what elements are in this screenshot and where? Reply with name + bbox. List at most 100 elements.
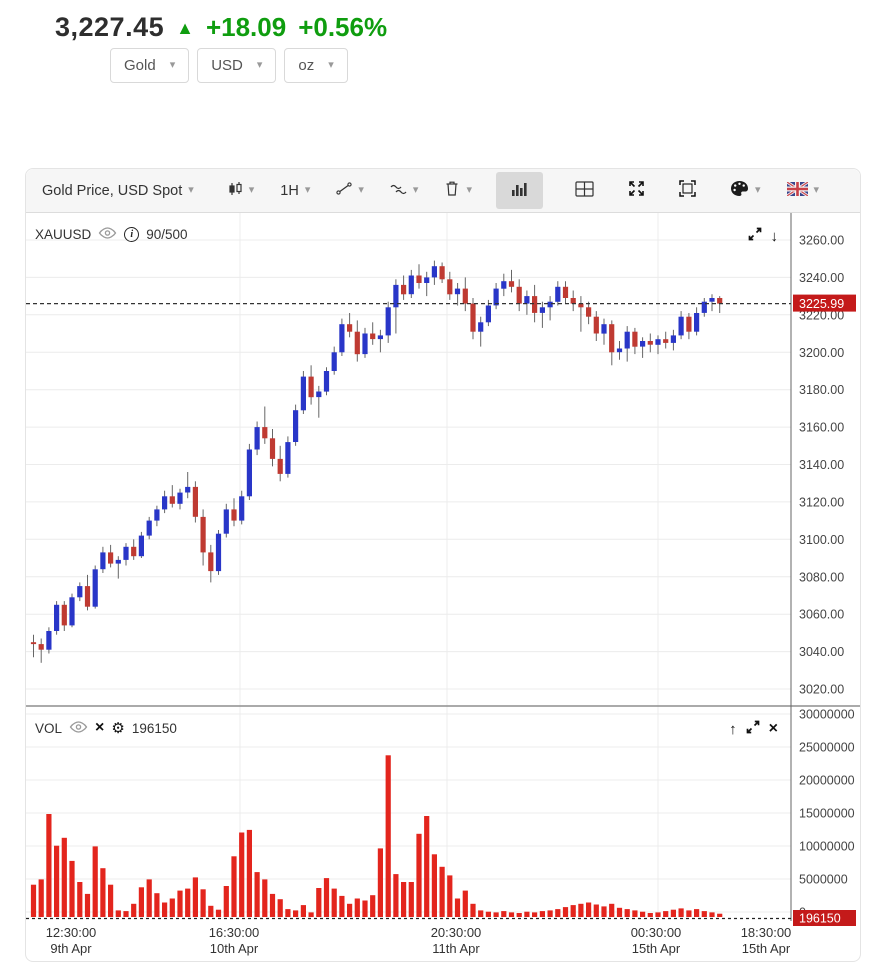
svg-text:15th Apr: 15th Apr [632,941,681,956]
candles [30,260,723,663]
svg-text:15th Apr: 15th Apr [742,941,791,956]
unit-select[interactable]: oz ▾ [284,48,348,83]
expand-arrows-icon [628,180,645,201]
uk-flag-icon [785,180,809,200]
svg-text:16:30:00: 16:30:00 [209,925,260,940]
line-tools-button[interactable]: ▾ [334,177,366,204]
symbol-selector-label: Gold Price, USD Spot [42,182,183,199]
unit-selectors: Gold ▾ USD ▾ oz ▾ [110,48,348,83]
panel-layout-button[interactable] [573,177,596,205]
volume-gridlines: 30000000 25000000 20000000 15000000 10000000… [26,708,855,920]
volume-value-label: 196150 [131,720,177,736]
svg-text:20000000: 20000000 [799,774,855,788]
quote-header: 3,227.45 ▲ +18.09 +0.56% [55,12,387,43]
svg-text:25000000: 25000000 [799,741,855,755]
svg-text:3060.00: 3060.00 [799,608,844,622]
svg-text:10th Apr: 10th Apr [210,941,259,956]
svg-text:3020.00: 3020.00 [799,683,844,697]
svg-text:00:30:00: 00:30:00 [631,925,682,940]
interval-button[interactable]: 1H ▾ [278,179,312,203]
panel-grid-icon [575,180,594,201]
maximize-icon[interactable] [746,720,760,738]
metal-select-value: Gold [124,57,156,74]
svg-text:12:30:00: 12:30:00 [46,925,97,940]
svg-text:15000000: 15000000 [799,807,855,821]
price-change: +18.09 [205,12,287,42]
price-panel-legend: XAUUSD i 90/500 [35,227,188,242]
volume-toggle-button[interactable] [495,172,543,209]
language-selector[interactable]: ▾ [785,178,822,204]
maximize-icon[interactable] [748,227,762,245]
svg-text:196150: 196150 [799,912,841,926]
indicators-button[interactable]: ▾ [388,178,421,204]
palette-icon [730,180,749,201]
volume-label: VOL [35,720,63,736]
chart-area[interactable]: 3260.00 3240.00 3220.00 3200.00 3180.00 3160.… [26,213,860,961]
theme-palette-button[interactable]: ▾ [728,176,763,205]
info-icon[interactable]: i [124,227,140,242]
chart-style-button[interactable]: ▾ [226,177,257,205]
svg-text:3040.00: 3040.00 [799,645,844,659]
trend-line-icon [336,181,353,200]
fullscreen-button[interactable] [626,176,647,205]
waves-icon [390,182,407,200]
eye-icon[interactable] [69,720,88,736]
metal-select[interactable]: Gold ▾ [110,48,190,83]
interval-label: 1H [280,182,299,199]
chevron-down-icon: ▾ [248,184,255,196]
svg-text:3240.00: 3240.00 [799,271,844,285]
move-pane-up-icon[interactable]: ↑ [729,720,737,738]
chevron-down-icon: ▾ [813,184,820,196]
svg-text:10000000: 10000000 [799,840,855,854]
candlestick-icon [228,181,243,201]
symbol-label: XAUUSD [35,227,92,242]
chart-widget: Gold Price, USD Spot ▾ ▾ 1H ▾ ▾ ▾ [25,168,861,962]
frame-icon [679,180,696,201]
svg-text:9th Apr: 9th Apr [50,941,92,956]
chevron-down-icon: ▾ [412,184,419,196]
bar-count-label: 90/500 [146,227,188,242]
volume-bars [30,755,723,917]
currency-select[interactable]: USD ▾ [197,48,277,83]
svg-text:3120.00: 3120.00 [799,495,844,509]
svg-text:3225.99: 3225.99 [799,297,844,311]
close-pane-icon[interactable]: × [768,720,778,737]
volume-panel-legend: VOL × ⚙ 196150 [35,720,177,736]
last-price-label: 3225.99 [793,294,856,312]
svg-text:3100.00: 3100.00 [799,533,844,547]
svg-text:3080.00: 3080.00 [799,570,844,584]
chart-toolbar: Gold Price, USD Spot ▾ ▾ 1H ▾ ▾ ▾ [26,169,860,213]
up-triangle-icon: ▲ [176,17,194,38]
price-change-percent: +0.56% [298,12,388,42]
chart-canvas[interactable]: 3260.00 3240.00 3220.00 3200.00 3180.00 3160.… [26,213,860,966]
gear-icon[interactable]: ⚙ [111,719,125,737]
svg-text:20:30:00: 20:30:00 [431,925,482,940]
price-gridlines: 3260.00 3240.00 3220.00 3200.00 3180.00 3160.… [26,234,844,697]
snapshot-frame-button[interactable] [677,176,698,205]
svg-text:3180.00: 3180.00 [799,383,844,397]
currency-select-value: USD [211,57,243,74]
svg-text:30000000: 30000000 [799,708,855,722]
svg-text:3260.00: 3260.00 [799,234,844,248]
eye-icon[interactable] [98,227,117,242]
chevron-down-icon: ▾ [188,184,194,196]
volume-panel-controls: ↑ × [729,720,778,738]
move-pane-down-icon[interactable]: ↓ [770,227,779,245]
last-volume-label: 196150 [793,910,856,926]
symbol-selector[interactable]: Gold Price, USD Spot ▾ [40,179,196,203]
vertical-gridlines [239,213,659,919]
trash-icon [444,180,460,201]
unit-select-value: oz [298,57,315,74]
chart-svg[interactable]: 3260.00 3240.00 3220.00 3200.00 3180.00 3160.… [26,213,860,961]
delete-drawings-button[interactable]: ▾ [442,176,474,205]
chevron-down-icon: ▾ [304,184,311,196]
remove-indicator-icon[interactable]: × [95,719,105,736]
svg-text:5000000: 5000000 [799,873,848,887]
svg-text:3140.00: 3140.00 [799,458,844,472]
svg-text:3160.00: 3160.00 [799,421,844,435]
svg-text:11th Apr: 11th Apr [432,941,480,956]
chevron-down-icon: ▾ [358,184,364,196]
chevron-down-icon: ▾ [754,184,761,196]
spot-price: 3,227.45 [55,12,165,42]
